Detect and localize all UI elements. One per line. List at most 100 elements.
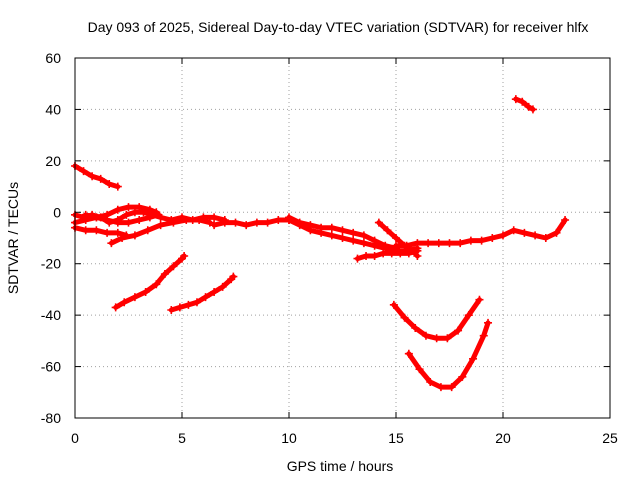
data-point <box>306 226 315 235</box>
data-point <box>458 372 467 381</box>
data-point <box>113 218 122 227</box>
data-point <box>92 226 101 235</box>
series-arc-06 <box>81 210 163 227</box>
data-point <box>182 216 191 224</box>
ticks: 0 5 10 15 20 25 -80 -60 -40 -20 0 20 40 60 <box>41 50 618 446</box>
data-point <box>295 221 304 230</box>
series-arc-01 <box>71 162 122 191</box>
data-point <box>338 226 347 235</box>
x-tick-label: 0 <box>71 430 79 446</box>
data-point <box>210 213 219 222</box>
y-tick-label: 20 <box>45 153 61 169</box>
data-point <box>379 249 388 258</box>
chart-title: Day 093 of 2025, Sidereal Day-to-day VTE… <box>88 19 589 35</box>
data-point <box>210 288 219 296</box>
data-point <box>118 234 127 242</box>
data-point <box>274 216 283 224</box>
data-point <box>359 239 368 248</box>
data-point <box>107 239 116 248</box>
data-point <box>111 303 120 312</box>
data-point <box>135 203 144 212</box>
plot-frame <box>74 57 611 419</box>
data-point <box>353 254 362 263</box>
y-tick-label: -20 <box>41 256 61 272</box>
data-point <box>338 234 347 242</box>
data-point <box>143 226 152 235</box>
data-point <box>135 216 144 224</box>
data-point <box>201 293 210 302</box>
data-point <box>359 231 368 240</box>
data-points <box>71 95 570 392</box>
data-point <box>479 331 488 340</box>
data-point <box>130 293 139 302</box>
data-point <box>96 174 105 183</box>
data-point <box>362 252 371 260</box>
data-point <box>389 300 398 309</box>
y-tick-label: 0 <box>53 204 61 220</box>
series-arc-14 <box>392 216 570 250</box>
data-point <box>387 249 396 258</box>
data-point <box>113 228 122 237</box>
data-point <box>152 280 161 289</box>
data-point <box>477 236 486 245</box>
data-point <box>317 228 326 237</box>
data-point <box>81 226 90 235</box>
data-point <box>552 228 561 237</box>
series-arc-13 <box>374 218 422 260</box>
data-point <box>421 331 430 340</box>
x-axis-label: GPS time / hours <box>287 458 394 474</box>
data-point <box>141 288 150 296</box>
data-point <box>184 300 193 309</box>
data-point <box>145 213 154 222</box>
data-point <box>561 216 570 224</box>
data-point <box>432 334 441 343</box>
data-point <box>409 246 418 255</box>
data-point <box>469 354 478 363</box>
data-point <box>424 239 433 248</box>
data-point <box>120 298 129 307</box>
data-point <box>528 105 537 114</box>
series-arc-15 <box>389 295 484 343</box>
data-point <box>231 218 240 227</box>
data-point <box>167 306 176 314</box>
data-point <box>488 234 497 242</box>
data-point <box>130 231 139 240</box>
data-point <box>374 218 383 227</box>
data-point <box>88 172 97 181</box>
series-arc-09 <box>167 272 238 314</box>
data-point <box>130 208 139 217</box>
data-point <box>484 318 493 327</box>
data-point <box>518 97 527 106</box>
data-point <box>220 218 229 227</box>
data-point <box>411 324 420 332</box>
series-trace <box>513 96 536 112</box>
data-point <box>169 262 178 271</box>
data-point <box>447 383 456 392</box>
data-point <box>520 228 529 237</box>
data-point <box>396 249 405 258</box>
data-point <box>413 252 422 260</box>
data-point <box>454 326 463 335</box>
data-point <box>404 349 413 358</box>
x-tick-label: 10 <box>281 430 297 446</box>
data-point <box>456 239 465 248</box>
series-arc-16 <box>404 318 493 392</box>
series-arc-05 <box>107 216 214 248</box>
data-point <box>436 383 445 392</box>
series-arc-08 <box>111 252 189 312</box>
x-tick-label: 5 <box>178 430 186 446</box>
data-point <box>122 210 131 219</box>
data-point <box>327 231 336 240</box>
data-point <box>383 226 392 235</box>
data-point <box>105 180 114 188</box>
data-point <box>103 228 112 237</box>
data-point <box>285 216 293 224</box>
y-tick-label: -60 <box>41 359 61 375</box>
data-point <box>160 270 169 278</box>
data-point <box>434 239 443 248</box>
data-point <box>113 182 122 191</box>
data-point <box>426 378 435 386</box>
data-point <box>402 241 411 250</box>
